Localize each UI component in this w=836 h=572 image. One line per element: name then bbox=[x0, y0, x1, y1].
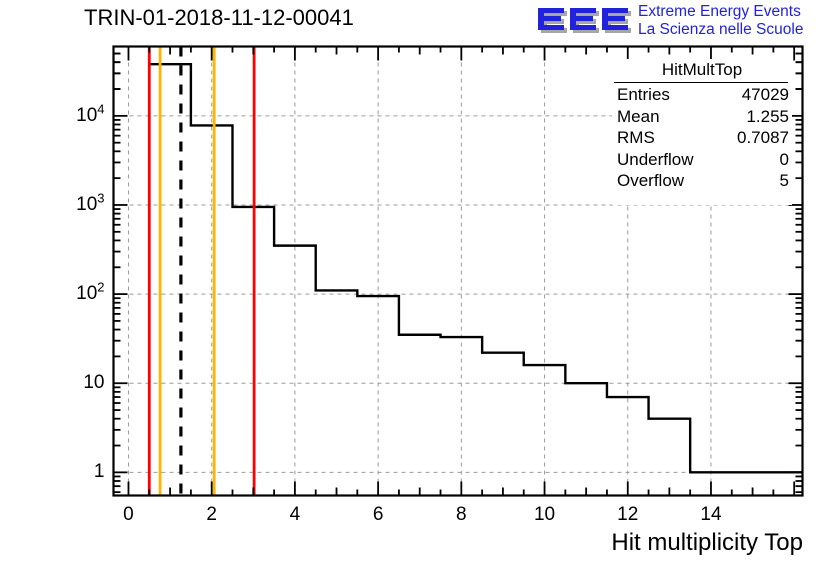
x-axis-tick-label: 6 bbox=[372, 503, 384, 525]
y-axis-tick-label: 1 bbox=[93, 461, 105, 483]
x-axis-tick-label: 8 bbox=[456, 503, 467, 525]
stats-row: RMS 0.7087 bbox=[612, 127, 792, 149]
x-axis-tick-label: 0 bbox=[123, 503, 134, 525]
eee-logo-line2: La Scienza nelle Scuole bbox=[638, 21, 804, 38]
stats-row-key: Underflow bbox=[617, 149, 694, 169]
x-axis-tick-label: 2 bbox=[206, 503, 217, 525]
stats-row: Entries 47029 bbox=[612, 84, 792, 106]
y-axis-tick-label: 103 bbox=[76, 190, 105, 215]
stats-row-value: 1.255 bbox=[746, 106, 789, 126]
page-title: TRIN-01-2018-11-12-00041 bbox=[84, 5, 354, 30]
plot-frame bbox=[112, 45, 804, 497]
stats-box[interactable]: HitMultTop Entries 47029 Mean 1.255 RMS 0.708… bbox=[612, 59, 792, 205]
stats-row: Underflow 0 bbox=[612, 149, 792, 171]
stats-box-divider bbox=[614, 82, 788, 83]
y-axis-tick-label: 102 bbox=[76, 279, 105, 305]
stats-row-key: Mean bbox=[617, 106, 660, 126]
eee-logo: Extreme Energy Events La Scienza nelle S… bbox=[537, 2, 836, 42]
marker-lines bbox=[147, 46, 256, 496]
x-axis-title: Hit multiplicity Top bbox=[611, 529, 803, 556]
stats-row-key: RMS bbox=[617, 128, 655, 147]
axis-ticks bbox=[113, 45, 803, 496]
stats-row-value: 5 bbox=[779, 171, 789, 190]
eee-logo-text: Extreme Energy Events La Scienza nelle S… bbox=[638, 3, 803, 39]
eee-logo-icon bbox=[538, 8, 631, 33]
y-axis-tick-label: 10 bbox=[83, 372, 105, 394]
y-axis-tick-label: 104 bbox=[76, 101, 105, 126]
stats-row: Mean 1.255 bbox=[612, 106, 792, 128]
stats-rows: Entries 47029 Mean 1.255 RMS 0.7087 Underflow 0… bbox=[612, 84, 792, 192]
stats-row-value: 47029 bbox=[741, 85, 789, 104]
histogram-curve bbox=[148, 62, 803, 496]
x-axis-tick-label: 10 bbox=[533, 503, 556, 525]
stats-row-key: Entries bbox=[617, 85, 670, 104]
stats-row-value: 0.7087 bbox=[737, 128, 789, 147]
x-axis-tick-label: 14 bbox=[700, 503, 722, 525]
stats-row: Overflow 5 bbox=[612, 170, 792, 192]
x-axis-tick-label: 12 bbox=[617, 503, 639, 525]
stats-row-key: Overflow bbox=[617, 171, 685, 190]
stats-box-title: HitMultTop bbox=[661, 60, 743, 79]
eee-logo-line1: Extreme Energy Events bbox=[638, 3, 801, 20]
stats-row-value: 0 bbox=[779, 149, 789, 169]
x-axis-tick-label: 4 bbox=[289, 503, 301, 525]
